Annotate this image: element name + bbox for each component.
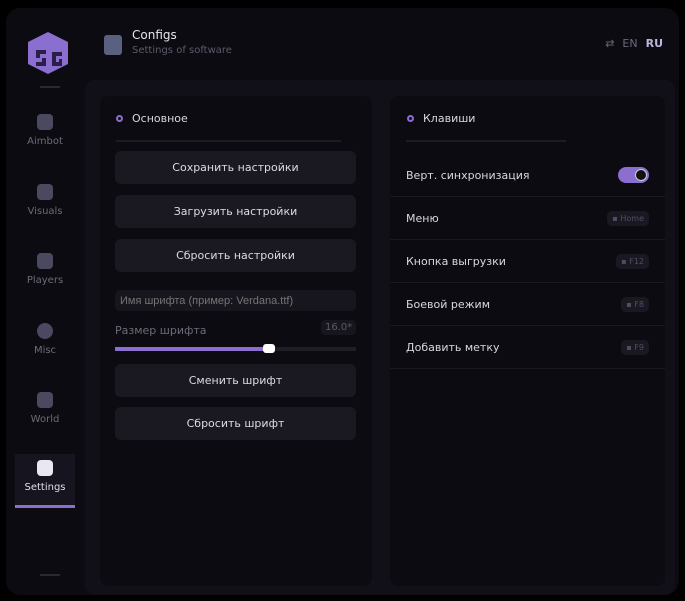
key-label: F9 — [634, 342, 644, 352]
camera-icon — [37, 184, 53, 200]
lang-ru[interactable]: RU — [645, 37, 663, 50]
section-title: Основное — [132, 112, 188, 125]
section-header: Основное — [116, 112, 188, 125]
briefcase-icon — [37, 392, 53, 408]
vsync-row: Верт. синхронизация — [390, 154, 665, 197]
vsync-toggle[interactable] — [618, 167, 649, 183]
label: Misc — [33, 345, 57, 356]
key-row: Кнопка выгрузки ▪ F12 — [390, 240, 665, 283]
key-row: Добавить метку ▪ F9 — [390, 326, 665, 369]
reset-settings-button[interactable]: Сбросить настройки — [115, 239, 356, 272]
divider — [40, 86, 60, 88]
users-icon — [37, 253, 53, 269]
label: Добавить метку — [406, 340, 500, 354]
reset-font-button[interactable]: Сбросить шрифт — [115, 407, 356, 440]
keys-card: Клавиши Верт. синхронизация Меню ▪ Home К… — [390, 96, 665, 586]
keybind-button[interactable]: ▪ Home — [607, 210, 649, 226]
key-row: Меню ▪ Home — [390, 197, 665, 240]
skull-icon — [37, 114, 53, 130]
translate-icon: ⇄ — [605, 37, 615, 50]
section-header: Клавиши — [407, 112, 475, 125]
content-panel: Основное Сохранить настройки Загрузить н… — [85, 80, 675, 595]
logo-icon — [28, 32, 68, 74]
divider — [40, 574, 60, 576]
label: Верт. синхронизация — [406, 168, 530, 182]
label: Players — [26, 275, 64, 286]
chat-icon — [37, 323, 53, 339]
change-font-button[interactable]: Сменить шрифт — [115, 364, 356, 397]
keybind-button[interactable]: ▪ F8 — [621, 296, 649, 312]
label: Меню — [406, 211, 439, 225]
list-icon — [37, 460, 53, 476]
font-size-value: 16.0* — [321, 320, 357, 335]
load-settings-button[interactable]: Загрузить настройки — [115, 195, 356, 228]
page-title: Configs — [132, 28, 177, 42]
key-row: Боевой режим ▪ F8 — [390, 283, 665, 326]
label: Visuals — [27, 206, 63, 217]
sidebar-item-players[interactable]: Players — [15, 247, 75, 301]
save-settings-button[interactable]: Сохранить настройки — [115, 151, 356, 184]
app-window: Aimbot Visuals Players Misc World Settin… — [6, 8, 679, 595]
language-switcher: ⇄ EN RU — [605, 37, 663, 50]
keybind-button[interactable]: ▪ F12 — [616, 253, 649, 269]
slider-fill — [115, 347, 270, 351]
dot-icon — [407, 115, 414, 122]
key-label: F8 — [634, 299, 644, 309]
sidebar-item-misc[interactable]: Misc — [15, 317, 75, 371]
key-label: F12 — [629, 256, 644, 266]
label: Кнопка выгрузки — [406, 254, 506, 268]
font-size-slider[interactable] — [115, 344, 356, 353]
keybind-button[interactable]: ▪ F9 — [621, 339, 649, 355]
sidebar-item-visuals[interactable]: Visuals — [15, 178, 75, 232]
label: World — [30, 414, 60, 425]
list-icon — [104, 35, 122, 55]
dot-icon — [116, 115, 123, 122]
label: Aimbot — [27, 136, 63, 147]
label: Settings — [24, 482, 66, 493]
lang-en[interactable]: EN — [622, 37, 638, 50]
divider — [116, 140, 341, 142]
slider-thumb[interactable] — [263, 344, 276, 353]
label: Боевой режим — [406, 297, 491, 311]
sidebar-item-settings[interactable]: Settings — [15, 454, 75, 508]
general-card: Основное Сохранить настройки Загрузить н… — [100, 96, 372, 586]
sidebar-item-world[interactable]: World — [15, 386, 75, 440]
key-label: Home — [620, 213, 644, 223]
section-title: Клавиши — [423, 112, 476, 125]
sidebar-item-aimbot[interactable]: Aimbot — [15, 108, 75, 162]
font-size-label: Размер шрифта — [115, 324, 207, 337]
divider — [406, 140, 566, 142]
font-name-input[interactable] — [115, 290, 356, 311]
page-subtitle: Settings of software — [132, 45, 232, 56]
